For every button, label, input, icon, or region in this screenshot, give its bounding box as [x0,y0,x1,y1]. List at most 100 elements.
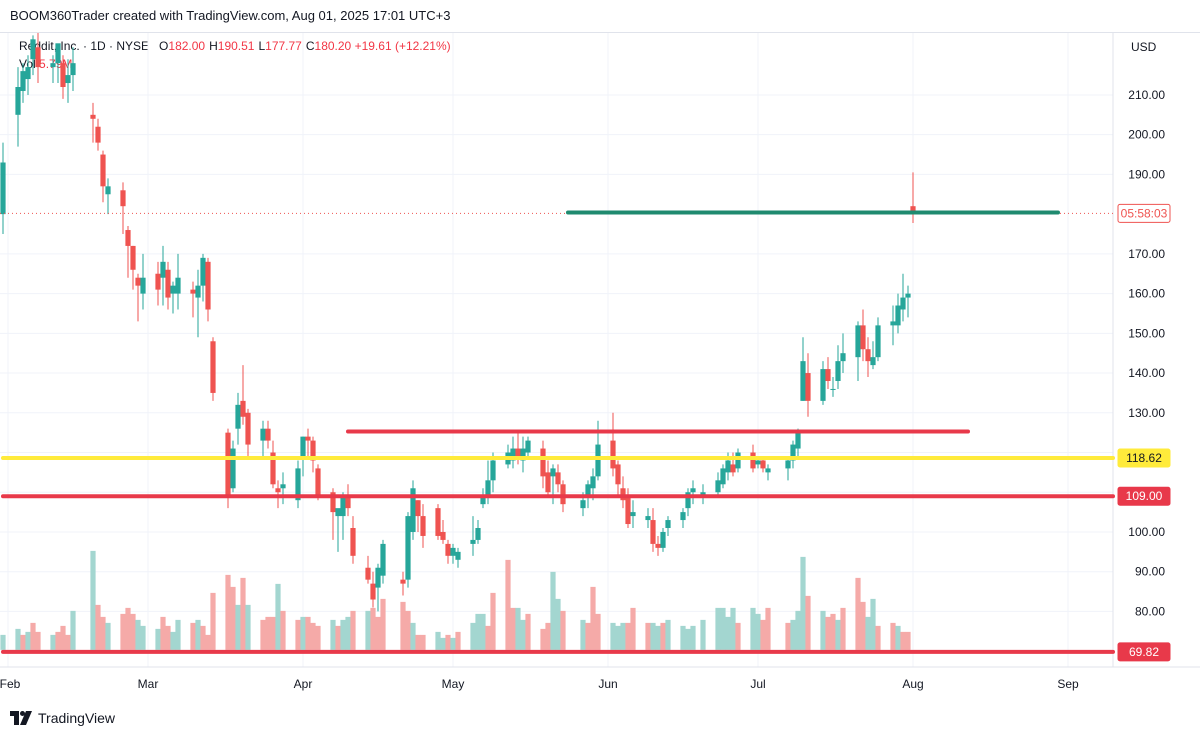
volume-bar [95,604,101,650]
x-tick-label: Apr [294,677,313,691]
candle-body [525,440,531,453]
volume-bar [800,556,806,650]
volume-bar [560,610,566,650]
volume-bar [825,616,831,650]
candle-body [840,353,846,362]
volume-bar [480,613,486,650]
volume-bar [370,607,376,650]
volume-bar [25,631,31,650]
volume-bar [690,625,696,650]
volume-bar [240,577,246,650]
volume-bar [350,610,356,650]
volume-bar [730,607,736,650]
volume-bar [190,622,196,650]
volume-bar [805,595,811,650]
candle-body [855,325,861,358]
volume-bar [470,622,476,650]
symbol-title[interactable]: Reddit, Inc. · 1D · NYSE [19,39,150,53]
candle-body [230,448,236,489]
volume-bar [700,619,706,650]
volume-bar [365,610,371,650]
candle-body [20,71,26,91]
candle-body [785,460,791,469]
volume-bar [65,634,71,650]
volume-bar [665,619,671,650]
volume-bar [420,634,426,650]
candle-body [760,460,766,469]
volume-bar [235,604,241,650]
ohlc-legend: Reddit, Inc. · 1D · NYSE O182.00 H190.51 L1… [19,39,451,53]
volume-bar [135,619,141,650]
volume-bar [155,628,161,650]
candle-body [595,444,601,477]
candle-body [400,579,406,584]
volume-bar [655,625,661,650]
candle-body [610,440,616,469]
volume-bar [485,625,491,650]
volume-bar [335,625,341,650]
currency-label[interactable]: USD [1131,40,1157,54]
candle-body [310,440,316,461]
candle-body [820,369,826,401]
candle-body [375,567,381,588]
candle-body [910,206,916,214]
candle-body [50,63,56,68]
volume-bar [615,625,621,650]
volume-bar [660,622,666,650]
y-tick-label: 80.00 [1135,604,1165,618]
volume-bar [790,619,796,650]
candle-body [660,531,666,548]
price-label-text: 69.82 [1129,645,1159,659]
candle-body [665,520,671,529]
volume-bar [440,637,446,650]
volume-bar [830,613,836,650]
volume-bar [515,607,521,650]
volume-bar [855,577,861,650]
candle-body [190,289,196,294]
candle-body [155,273,161,290]
candle-body [655,543,661,548]
volume-bar [590,586,596,650]
volume-bar [265,616,271,650]
candle-body [60,63,66,88]
price-label-text: 05:58:03 [1121,206,1168,220]
price-label-box [1117,642,1171,662]
x-tick-label: May [442,677,465,691]
volume-bar [650,622,656,650]
candle-body [15,87,21,115]
candle-body [865,349,871,362]
volume-bar [225,574,231,650]
volume-bar [585,622,591,650]
candle-body [305,436,311,441]
candle-body [130,245,136,270]
candle-body [630,512,636,517]
candle-body [410,488,416,532]
candle-body [225,432,231,497]
volume-bar [680,625,686,650]
candle-body [205,261,211,310]
y-tick-label: 190.00 [1128,167,1165,181]
volume-bar [750,607,756,650]
candle-body [440,531,446,540]
volume-bar [625,622,631,650]
candle-body [330,492,336,513]
volume-bar [550,571,556,650]
volume-bar [595,613,601,650]
volume-bar [70,610,76,650]
price-chart[interactable]: 210.00 200.00 190.00 170.00 160.00 150.00 140.… [0,33,1200,701]
tradingview-logo-icon [10,711,32,725]
low-value: 177.77 [265,39,302,53]
candle-body [515,448,521,457]
open-label: O [159,39,169,53]
candle-body [210,341,216,393]
volume-bar [210,592,216,650]
candle-body [125,230,131,246]
volume-bar [725,616,731,650]
volume-bar [785,622,791,650]
price-label-box [1117,448,1171,468]
volume-bar [760,619,766,650]
volume-bar [275,583,281,650]
candle-body [350,528,356,556]
candle-body [405,516,411,580]
volume-bar [60,625,66,650]
